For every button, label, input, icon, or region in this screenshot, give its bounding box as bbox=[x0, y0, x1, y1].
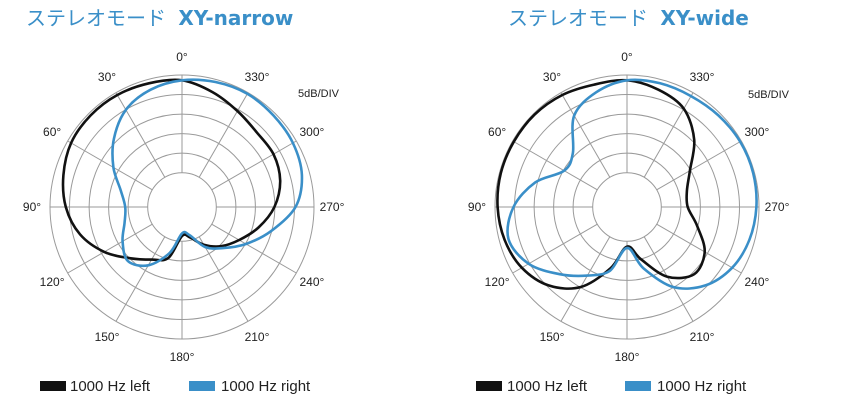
grid-spoke bbox=[560, 92, 611, 178]
grid-spoke bbox=[67, 223, 153, 274]
chart-title-narrow-suffix: XY-narrow bbox=[178, 6, 293, 30]
grid-spoke bbox=[512, 140, 598, 191]
legend-label-right: 1000 Hz right bbox=[657, 378, 747, 395]
angle-label: 210° bbox=[690, 330, 715, 344]
grid-spoke bbox=[643, 92, 694, 178]
angle-label: 330° bbox=[245, 70, 270, 84]
angle-label: 60° bbox=[43, 125, 61, 139]
angle-label: 150° bbox=[540, 330, 565, 344]
angle-label: 180° bbox=[170, 350, 195, 364]
chart-title-wide: ステレオモード XY-wide bbox=[508, 6, 749, 30]
angle-label: 240° bbox=[744, 275, 769, 289]
angle-label: 180° bbox=[615, 350, 640, 364]
angle-label: 30° bbox=[98, 70, 116, 84]
legend-swatch-right bbox=[189, 381, 215, 391]
angle-label: 300° bbox=[744, 125, 769, 139]
grid-ring bbox=[592, 172, 662, 242]
legend-label-right: 1000 Hz right bbox=[221, 378, 311, 395]
grid-spoke bbox=[211, 223, 297, 274]
angle-label: 60° bbox=[488, 125, 506, 139]
angle-label: 30° bbox=[543, 70, 561, 84]
series-line-right bbox=[111, 78, 304, 268]
angle-label: 330° bbox=[690, 70, 715, 84]
polar-chart-wide: 0° 30° 60° 90° 120° 150° 180° 210° 240° 270° 300° 3… bbox=[468, 50, 790, 364]
series-line-right bbox=[506, 78, 758, 290]
legend-label-left: 1000 Hz left bbox=[70, 378, 151, 395]
grid-spoke bbox=[115, 92, 166, 178]
grid-spoke bbox=[211, 140, 297, 191]
chart-title-wide-prefix: ステレオモード bbox=[508, 6, 648, 30]
legend-wide: 1000 Hz left 1000 Hz right bbox=[476, 378, 747, 395]
grid-spoke bbox=[115, 236, 166, 322]
chart-title-narrow-prefix: ステレオモード bbox=[26, 6, 166, 30]
angle-label: 0° bbox=[176, 50, 188, 64]
legend-swatch-right bbox=[625, 381, 651, 391]
grid-spoke bbox=[67, 140, 153, 191]
angle-label: 150° bbox=[95, 330, 120, 344]
grid-spoke bbox=[560, 236, 611, 322]
grid-spoke bbox=[643, 236, 694, 322]
legend-swatch-left bbox=[40, 381, 66, 391]
angle-label: 120° bbox=[485, 275, 510, 289]
angle-label: 300° bbox=[299, 125, 324, 139]
grid-spoke bbox=[198, 236, 249, 322]
chart-title-wide-suffix: XY-wide bbox=[660, 6, 748, 30]
grid-spoke bbox=[198, 92, 249, 178]
chart-title-narrow: ステレオモード XY-narrow bbox=[26, 6, 293, 30]
grid-spoke bbox=[656, 223, 742, 274]
polar-chart-narrow: 0° 30° 60° 90° 120° 150° 180° 210° 240° 270° 300° 3… bbox=[23, 50, 345, 364]
series-line-left bbox=[61, 78, 282, 262]
legend-narrow: 1000 Hz left 1000 Hz right bbox=[40, 378, 311, 395]
unit-label-narrow: 5dB/DIV bbox=[298, 88, 340, 100]
angle-label: 270° bbox=[765, 200, 790, 214]
legend-swatch-left bbox=[476, 381, 502, 391]
angle-label: 210° bbox=[245, 330, 270, 344]
grid-spoke bbox=[656, 140, 742, 191]
angle-label: 90° bbox=[468, 200, 486, 214]
angle-label: 90° bbox=[23, 200, 41, 214]
angle-label: 240° bbox=[299, 275, 324, 289]
grid-spoke bbox=[512, 223, 598, 274]
legend-label-left: 1000 Hz left bbox=[507, 378, 588, 395]
angle-label: 120° bbox=[40, 275, 65, 289]
unit-label-wide: 5dB/DIV bbox=[748, 89, 790, 101]
angle-label: 0° bbox=[621, 50, 633, 64]
grid-ring bbox=[147, 172, 217, 242]
angle-label: 270° bbox=[320, 200, 345, 214]
